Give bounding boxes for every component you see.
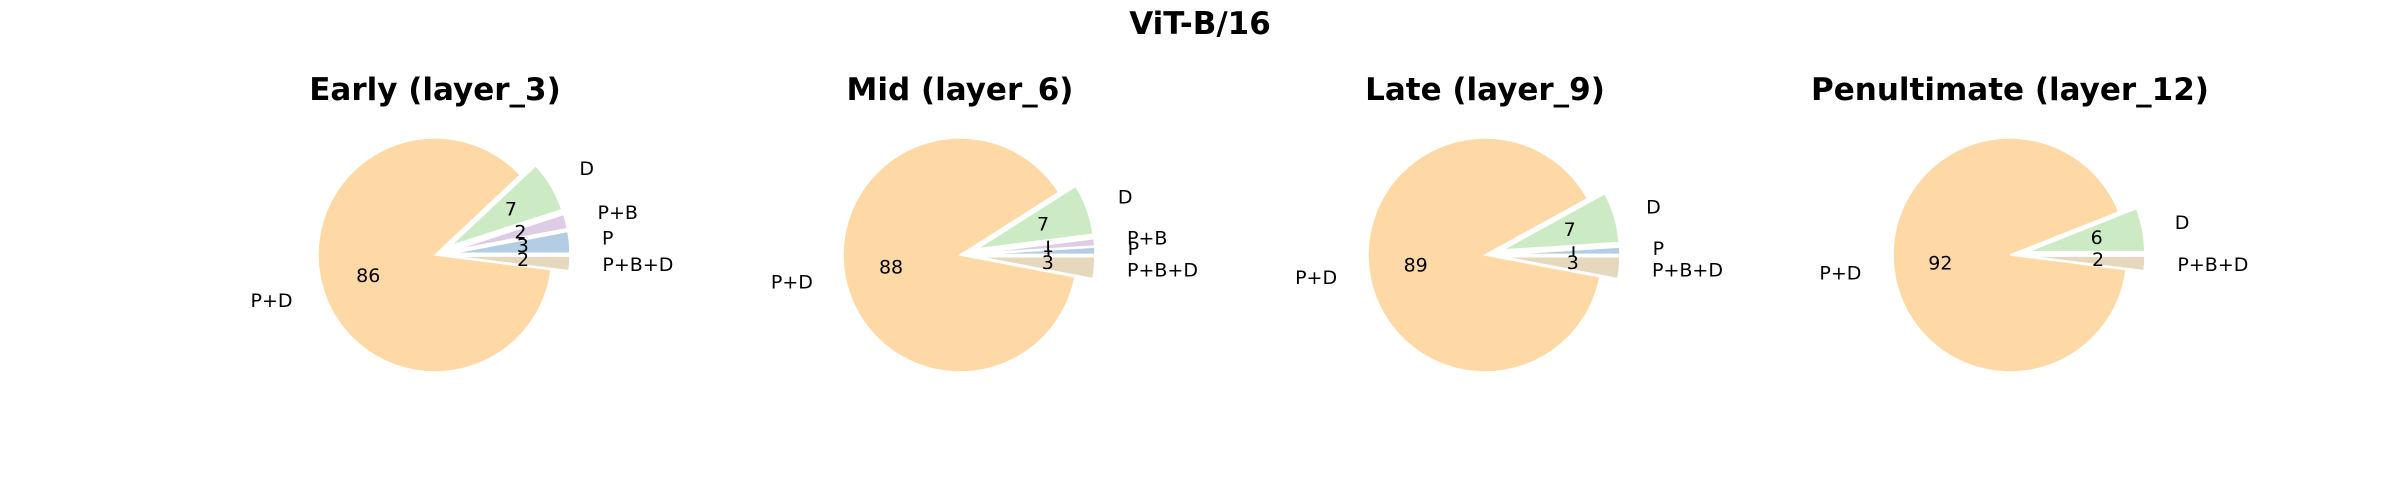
pie-title: Mid (layer_6) [847, 72, 1074, 108]
charts-container: Early (layer_3) P 3 P+B 2 D 7 P+D 86 P+B+D 2 Mid (l… [251, 72, 2248, 373]
slice-label-p: P [602, 228, 613, 250]
slice-label-p-d: P+D [771, 272, 813, 294]
pie-title: Penultimate (layer_12) [1811, 72, 2209, 108]
slice-label-p-b-d: P+B+D [1652, 259, 1723, 281]
slice-value-p-b-d: 3 [1567, 252, 1579, 274]
slice-label-p-d: P+D [1295, 267, 1337, 289]
pie-chart-4: Penultimate (layer_12) D 6 P+D 92 P+B+D 2 [1811, 72, 2248, 373]
pie-slice-p-b [977, 237, 1096, 255]
slice-value-p-b-d: 2 [2092, 249, 2104, 271]
slice-value-p-b-d: 2 [517, 249, 529, 271]
pie-slice-d [1501, 192, 1620, 251]
slice-label-d: D [1646, 197, 1661, 219]
slice-value-d: 7 [1564, 219, 1576, 241]
pie-slice-p [977, 246, 1096, 256]
pie-slice-p-b-d [2027, 255, 2146, 272]
slice-label-p-d: P+D [1819, 262, 1861, 284]
pie-title: Early (layer_3) [309, 72, 561, 108]
pie-slice-p-b-d [977, 255, 1096, 280]
slice-label-d: D [2175, 212, 2190, 234]
pie-slice-p [452, 230, 571, 255]
slice-label-p: P [1128, 238, 1139, 260]
slice-label-d: D [1118, 187, 1133, 209]
slice-value-d: 7 [505, 199, 517, 221]
slice-value-p-d: 88 [879, 257, 903, 279]
pie-chart-1: Early (layer_3) P 3 P+B 2 D 7 P+D 86 P+B+D 2 [251, 72, 673, 373]
slice-label-d: D [579, 158, 594, 180]
slice-value-p-d: 89 [1404, 254, 1428, 276]
pie-slice-p [1502, 246, 1621, 256]
pie-slice-p-d [317, 137, 552, 373]
slice-value-p-d: 92 [1928, 252, 1952, 274]
pie-title: Late (layer_9) [1365, 72, 1605, 108]
slice-label-p-b-d: P+B+D [2177, 254, 2248, 276]
slice-value-d: 6 [2091, 227, 2103, 249]
slice-label-p-b-d: P+B+D [602, 254, 673, 276]
pie-slice-p-b [452, 213, 569, 252]
slice-value-p: 3 [517, 235, 529, 257]
slice-label-p: P [1653, 238, 1664, 260]
slice-value-p-d: 86 [356, 265, 380, 287]
pie-slice-p-d [1367, 137, 1601, 373]
pie-slice-d [976, 185, 1094, 250]
slice-value-d: 7 [1037, 214, 1049, 236]
pie-slice-p-d [1892, 137, 2127, 373]
figure-title: ViT-B/16 [1129, 6, 1271, 42]
slice-value-p-b: 2 [514, 222, 526, 244]
slice-value-p-b-d: 3 [1042, 252, 1054, 274]
pie-slice-p-d [842, 137, 1076, 373]
slice-label-p-b-d: P+B+D [1127, 259, 1198, 281]
pie-slice-p-b-d [452, 255, 571, 272]
pie-slice-p-b-d [1502, 255, 1621, 280]
pie-slice-d [2027, 207, 2146, 253]
slice-label-p-b: P+B [597, 202, 637, 224]
pie-slice-d [449, 164, 563, 247]
slice-label-p-d: P+D [251, 290, 293, 312]
slice-label-p-b: P+B [1127, 228, 1167, 250]
